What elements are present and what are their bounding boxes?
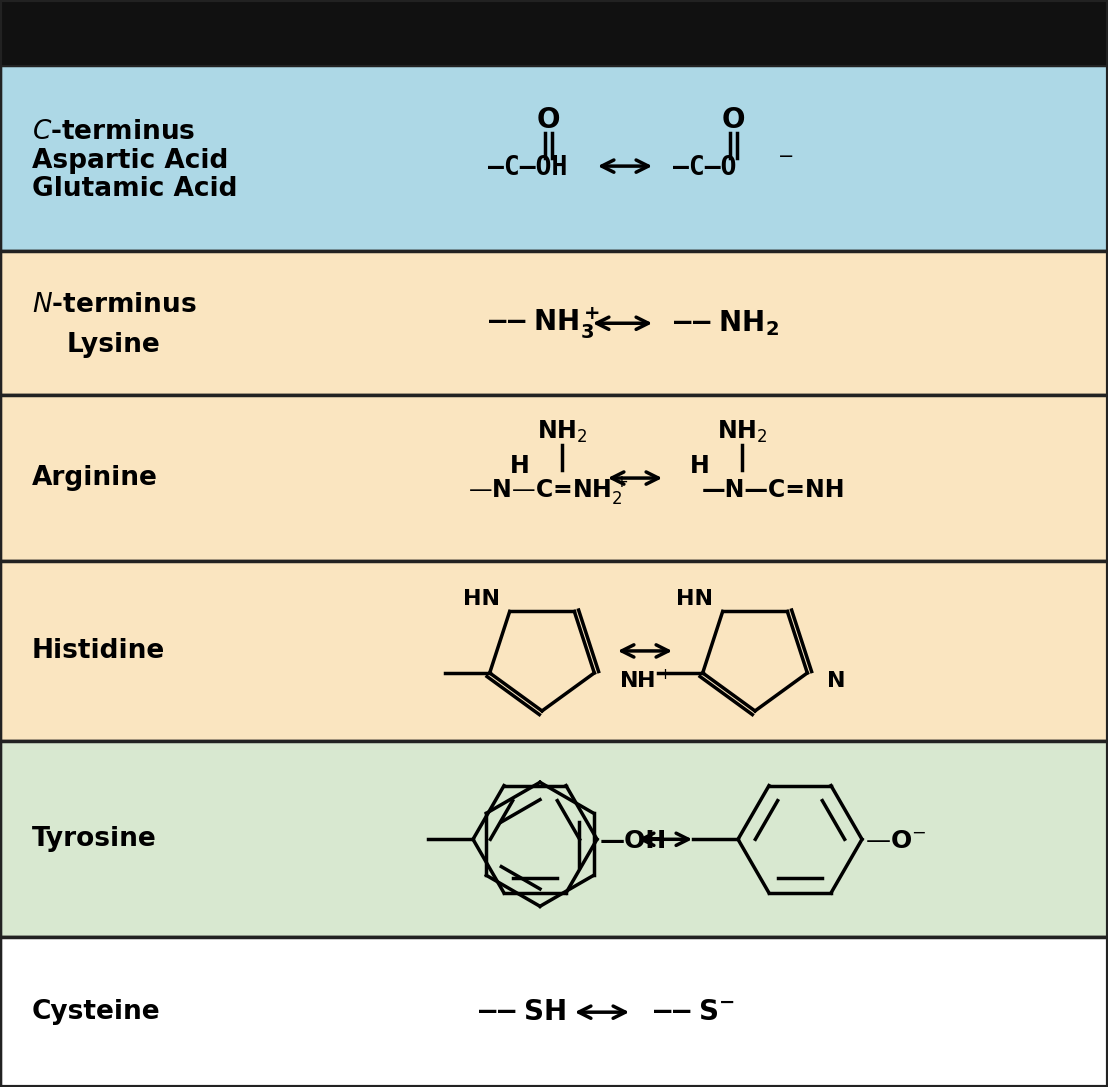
Text: Histidine: Histidine (32, 638, 165, 664)
Text: $\mathbf{-\!\!-S^{-}}$: $\mathbf{-\!\!-S^{-}}$ (650, 998, 735, 1026)
Text: HN: HN (463, 589, 500, 610)
Text: —OH: —OH (601, 829, 667, 853)
Bar (0, 251, 1108, 396)
Text: —C—OH: —C—OH (488, 155, 567, 182)
Text: N: N (828, 671, 845, 691)
Text: —C—O: —C—O (673, 155, 737, 182)
Text: HN: HN (676, 589, 714, 610)
Bar (0, 65, 1108, 251)
Text: —N—C=NH: —N—C=NH (702, 478, 845, 502)
Text: $\mathit{N}$-terminus: $\mathit{N}$-terminus (32, 292, 197, 318)
Text: —N—C=NH$_2^+$: —N—C=NH$_2^+$ (468, 474, 628, 507)
Text: Cysteine: Cysteine (32, 999, 161, 1025)
Text: —O$^{-}$: —O$^{-}$ (865, 829, 926, 853)
Bar (0, 561, 1108, 741)
Text: Glutamic Acid: Glutamic Acid (32, 176, 237, 202)
Text: NH$_2$: NH$_2$ (717, 418, 767, 446)
Text: Tyrosine: Tyrosine (32, 826, 156, 852)
Text: Aspartic Acid: Aspartic Acid (32, 148, 228, 174)
Bar (0, 396, 1108, 561)
Text: $^{-}$: $^{-}$ (777, 149, 793, 177)
Text: $\mathit{C}$-terminus: $\mathit{C}$-terminus (32, 120, 195, 145)
Bar (0, 741, 1108, 937)
Text: H: H (690, 454, 710, 478)
Bar (0, 937, 1108, 1087)
Text: H: H (510, 454, 530, 478)
Text: $\mathbf{-\!\!-SH}$: $\mathbf{-\!\!-SH}$ (475, 998, 566, 1026)
Text: NH$^+$: NH$^+$ (619, 670, 673, 692)
Text: O: O (536, 107, 560, 134)
Text: Arginine: Arginine (32, 465, 157, 491)
Text: $\mathbf{-\!\!-NH_2}$: $\mathbf{-\!\!-NH_2}$ (670, 309, 779, 338)
Text: Lysine: Lysine (66, 333, 161, 359)
Text: $\mathbf{-\!\!-NH_3^+}$: $\mathbf{-\!\!-NH_3^+}$ (485, 305, 601, 341)
Text: O: O (721, 107, 745, 134)
Text: NH$_2$: NH$_2$ (537, 418, 587, 446)
Bar (0, 0, 1108, 65)
